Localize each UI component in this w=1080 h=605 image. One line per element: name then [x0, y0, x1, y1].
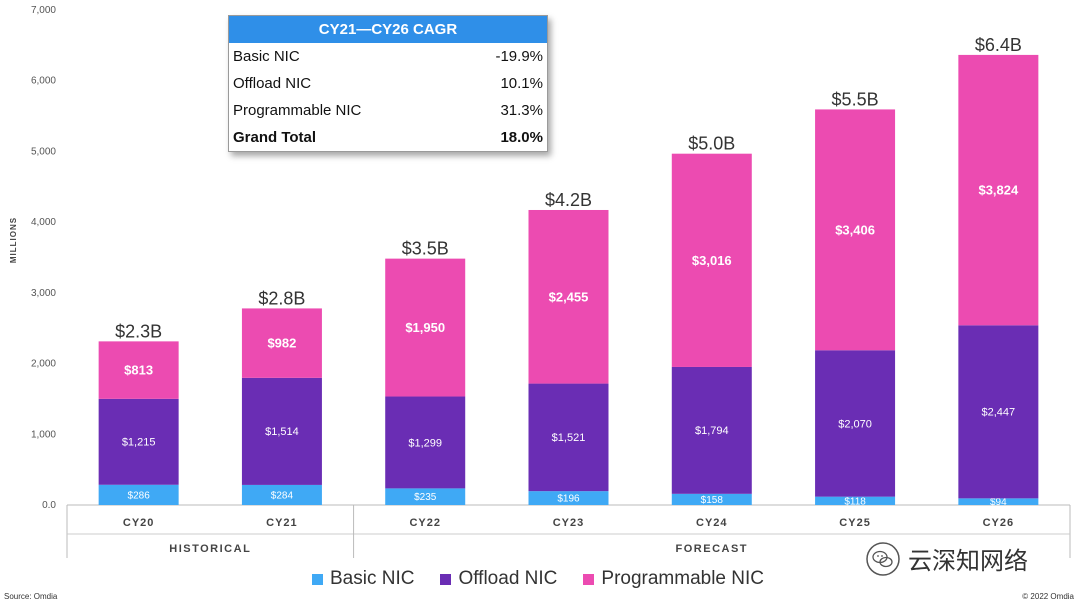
- bar-data-label: $235: [414, 492, 437, 503]
- cagr-row-basic-nic: Basic NIC -19.9%: [229, 43, 547, 70]
- x-tick-label: CY20: [123, 517, 155, 529]
- legend-swatch: [583, 573, 595, 585]
- wechat-icon: [866, 541, 900, 576]
- bar-data-label: $284: [271, 490, 294, 501]
- legend-item-offload-nic[interactable]: Offload NIC: [440, 568, 557, 590]
- bar-segment: [958, 54, 1039, 326]
- bar-data-label: $3,016: [692, 253, 732, 268]
- bar-data-label: $1,794: [695, 425, 729, 437]
- bar-data-label: $1,514: [265, 426, 299, 438]
- source-note: Source: Omdia: [4, 592, 58, 601]
- cagr-table: CY21—CY26 CAGR Basic NIC -19.9% Offload …: [228, 15, 548, 152]
- y-axis-title: MILLIONS: [9, 217, 18, 263]
- bar-total-label: $2.8B: [258, 288, 305, 308]
- cagr-row-offload-nic: Offload NIC 10.1%: [229, 70, 547, 97]
- y-tick-label: 3,000: [31, 288, 56, 299]
- cagr-value: -19.9%: [495, 48, 543, 65]
- x-group-label: HISTORICAL: [169, 543, 251, 555]
- legend-item-programmable-nic[interactable]: Programmable NIC: [583, 568, 764, 590]
- bar-total-label: $6.4B: [975, 35, 1022, 55]
- bar-segment: [958, 498, 1039, 505]
- cagr-value: 18.0%: [500, 129, 543, 146]
- y-tick-label: 6,000: [31, 76, 56, 87]
- y-tick-label: 5,000: [31, 146, 56, 157]
- x-tick-label: CY21: [266, 517, 298, 529]
- bar-data-label: $1,521: [552, 432, 586, 444]
- bar-segment: [815, 350, 896, 497]
- legend-swatch: [440, 573, 452, 585]
- watermark: 云深知网络: [866, 541, 1028, 576]
- x-tick-label: CY26: [983, 517, 1015, 529]
- legend-swatch: [312, 573, 323, 585]
- cagr-label: Grand Total: [233, 129, 317, 146]
- bar-data-label: $982: [267, 336, 296, 351]
- legend-label: Basic NIC: [330, 568, 415, 589]
- bar-data-label: $3,824: [978, 183, 1019, 198]
- y-tick-label: 1,000: [31, 429, 56, 440]
- bar-data-label: $1,215: [122, 437, 156, 449]
- y-tick-label: 7,000: [31, 5, 56, 16]
- bar-data-label: $286: [128, 490, 151, 501]
- x-tick-label: CY22: [409, 517, 441, 529]
- x-tick-label: CY25: [839, 517, 871, 529]
- bar-segment: [528, 383, 609, 492]
- bar-segment: [98, 398, 179, 485]
- cagr-label: Programmable NIC: [233, 102, 362, 119]
- bar-segment: [815, 109, 896, 351]
- bar-segment: [241, 377, 322, 485]
- bar-total-label: $5.5B: [832, 89, 879, 109]
- bar-segment: [815, 496, 896, 505]
- cagr-label: Offload NIC: [233, 75, 312, 92]
- x-tick-label: CY24: [696, 517, 728, 529]
- x-tick-label: CY23: [553, 517, 585, 529]
- bar-total-label: $2.3B: [115, 321, 162, 341]
- bar-segment: [671, 493, 752, 505]
- cagr-value: 31.3%: [500, 102, 543, 119]
- bar-segment: [241, 308, 322, 378]
- bar-data-label: $3,406: [835, 222, 875, 237]
- bar-total-label: $3.5B: [402, 239, 449, 259]
- bar-segment: [671, 153, 752, 367]
- bar-data-label: $1,299: [408, 437, 442, 449]
- bar-segment: [241, 484, 322, 505]
- bar-total-label: $4.2B: [545, 190, 592, 210]
- bar-data-label: $1,950: [405, 320, 445, 335]
- bar-segment: [528, 209, 609, 384]
- bar-segment: [671, 366, 752, 494]
- chart-legend: Basic NIC Offload NIC Programmable NIC: [312, 568, 764, 590]
- bar-data-label: $2,447: [982, 407, 1016, 419]
- watermark-text: 云深知网络: [908, 548, 1028, 575]
- bar-segment: [528, 491, 609, 505]
- bar-total-label: $5.0B: [688, 134, 735, 154]
- cagr-table-title: CY21—CY26 CAGR: [229, 16, 547, 43]
- bar-segment: [98, 341, 179, 399]
- legend-item-basic-nic[interactable]: Basic NIC: [312, 568, 414, 590]
- cagr-row-grand-total: Grand Total 18.0%: [229, 124, 547, 151]
- bar-segment: [98, 484, 179, 505]
- bar-segment: [385, 396, 466, 489]
- cagr-row-programmable-nic: Programmable NIC 31.3%: [229, 97, 547, 124]
- bar-segment: [385, 258, 466, 397]
- bar-data-label: $813: [124, 363, 153, 378]
- cagr-label: Basic NIC: [233, 48, 300, 65]
- bar-segment: [385, 488, 466, 505]
- cagr-value: 10.1%: [500, 75, 543, 92]
- y-tick-label: 4,000: [31, 217, 56, 228]
- bar-data-label: $94: [990, 497, 1007, 508]
- bar-data-label: $2,455: [549, 289, 589, 304]
- y-tick-label: 0.0: [42, 500, 56, 511]
- bar-data-label: $196: [557, 494, 580, 505]
- bar-segment: [958, 325, 1039, 499]
- bar-data-label: $118: [844, 496, 866, 507]
- x-group-label: FORECAST: [676, 543, 749, 555]
- bar-data-label: $158: [701, 495, 724, 506]
- y-tick-label: 2,000: [31, 359, 56, 370]
- legend-label: Programmable NIC: [601, 568, 764, 589]
- bar-data-label: $2,070: [838, 418, 872, 430]
- legend-label: Offload NIC: [458, 568, 558, 589]
- copyright-note: © 2022 Omdia: [1022, 592, 1074, 601]
